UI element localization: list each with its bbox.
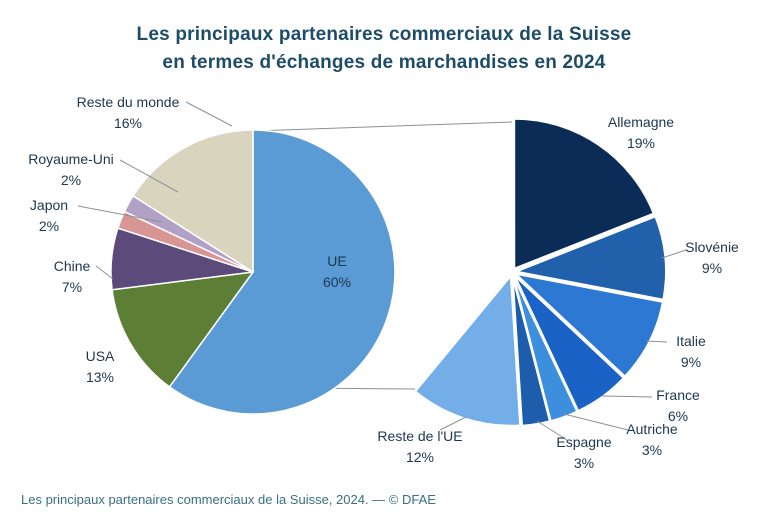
main-royaume-uni-label: Royaume-Uni 2%: [28, 151, 114, 188]
chart-title-line2: en termes d'échanges de marchandises en …: [162, 52, 606, 73]
secondary-pie-slice-italie[interactable]: [512, 272, 665, 378]
main-pie-slice-ue[interactable]: [168, 129, 396, 415]
label-leader-line: [563, 413, 629, 431]
label-leader-line: [439, 416, 467, 431]
chart-title-line1: Les principaux partenaires commerciaux d…: [136, 24, 632, 45]
secondary-espagne-label: Espagne 3%: [556, 434, 611, 471]
chart-title: Les principaux partenaires commerciaux d…: [0, 21, 768, 77]
label-leader-line: [119, 159, 179, 193]
secondary-france-label: France 6%: [656, 387, 700, 424]
secondary-pie-slice-allemagne[interactable]: [513, 117, 655, 271]
secondary-reste-de-l-ue-label: Reste de l'UE 12%: [377, 428, 462, 465]
main-pie-slice-reste-du-monde[interactable]: [132, 129, 254, 274]
label-leader-line: [77, 205, 163, 223]
label-leader-line: [661, 249, 687, 259]
label-leader-line: [95, 265, 114, 280]
secondary-allemagne-label: Allemagne 19%: [608, 114, 674, 151]
secondary-pie-slice-espagne[interactable]: [511, 275, 552, 427]
secondary-autriche-label: Autriche 3%: [626, 421, 678, 458]
secondary-slov-nie-label: Slovénie 9%: [685, 239, 739, 276]
main-japon-label: Japon 2%: [30, 197, 68, 234]
secondary-italie-label: Italie 9%: [676, 333, 706, 370]
main-pie-slice-usa[interactable]: [111, 271, 255, 388]
main-usa-label: USA 13%: [86, 348, 115, 385]
secondary-pie-slice-reste-de-l-ue[interactable]: [413, 273, 522, 427]
main-ue-label: UE 60%: [323, 253, 351, 290]
label-leader-line: [536, 420, 568, 441]
label-leader-line: [601, 395, 653, 398]
label-leader-line: [645, 340, 668, 343]
chart-caption: Les principaux partenaires commerciaux d…: [21, 492, 436, 507]
secondary-pie-slice-slov-nie[interactable]: [512, 215, 667, 301]
main-reste-du-monde-label: Reste du monde 16%: [77, 94, 180, 131]
pie-connector-line: [252, 121, 513, 132]
main-chine-label: Chine 7%: [54, 258, 91, 295]
secondary-pie-slice-france[interactable]: [513, 274, 626, 413]
label-leader-line: [185, 101, 233, 127]
